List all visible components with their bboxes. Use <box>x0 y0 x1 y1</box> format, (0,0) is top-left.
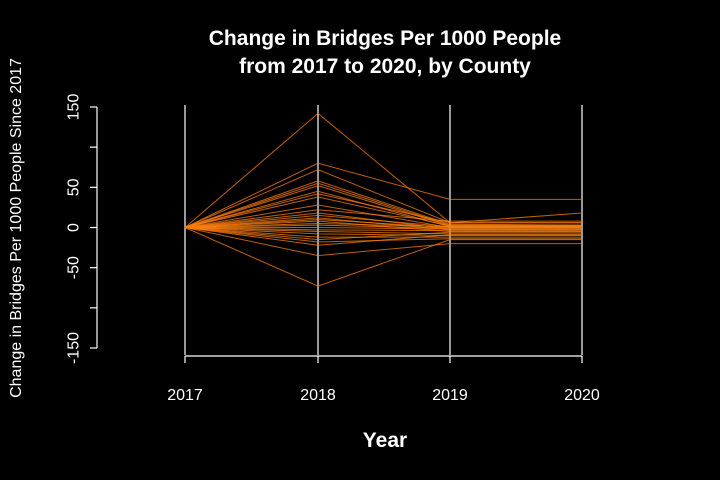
y-tick-label: 150 <box>66 94 83 121</box>
series-lines <box>184 112 583 287</box>
series-line-23 <box>184 227 582 238</box>
y-tick-label: 50 <box>66 178 83 196</box>
series-line-21 <box>184 227 582 235</box>
series-line-28 <box>184 227 582 287</box>
series-line-17 <box>184 222 582 228</box>
series-line-20 <box>184 227 582 232</box>
x-tick-label: 2020 <box>564 387 600 404</box>
y-tick-label: -50 <box>66 256 83 279</box>
y-axis: -150 -50 0 50 150 <box>66 94 98 364</box>
y-axis-label: Change in Bridges Per 1000 People Since … <box>8 58 25 398</box>
x-tick-label: 2019 <box>432 387 468 404</box>
series-line-18 <box>184 224 582 229</box>
series-line-24 <box>184 227 582 241</box>
y-tick-label: 0 <box>66 223 83 232</box>
series-line-9 <box>184 196 582 228</box>
series-line-8 <box>184 193 583 228</box>
series-line-26 <box>184 227 582 246</box>
series-line-19 <box>185 227 582 230</box>
chart-title-line-1: Change in Bridges Per 1000 People <box>209 27 561 50</box>
series-line-11 <box>184 209 582 228</box>
x-axis-label: Year <box>363 429 407 452</box>
series-line-3 <box>184 169 582 228</box>
series-line-15 <box>184 218 582 228</box>
x-tick-label: 2017 <box>167 387 203 404</box>
series-line-2 <box>184 162 582 228</box>
series-line-27 <box>184 227 582 257</box>
x-tick-label: 2018 <box>300 387 336 404</box>
chart-title-line-2: from 2017 to 2020, by County <box>239 55 531 78</box>
series-line-22 <box>184 227 582 236</box>
y-tick-label: -150 <box>66 332 83 364</box>
x-axis: 2017 2018 2019 2020 <box>167 355 600 404</box>
series-line-5 <box>184 182 582 228</box>
